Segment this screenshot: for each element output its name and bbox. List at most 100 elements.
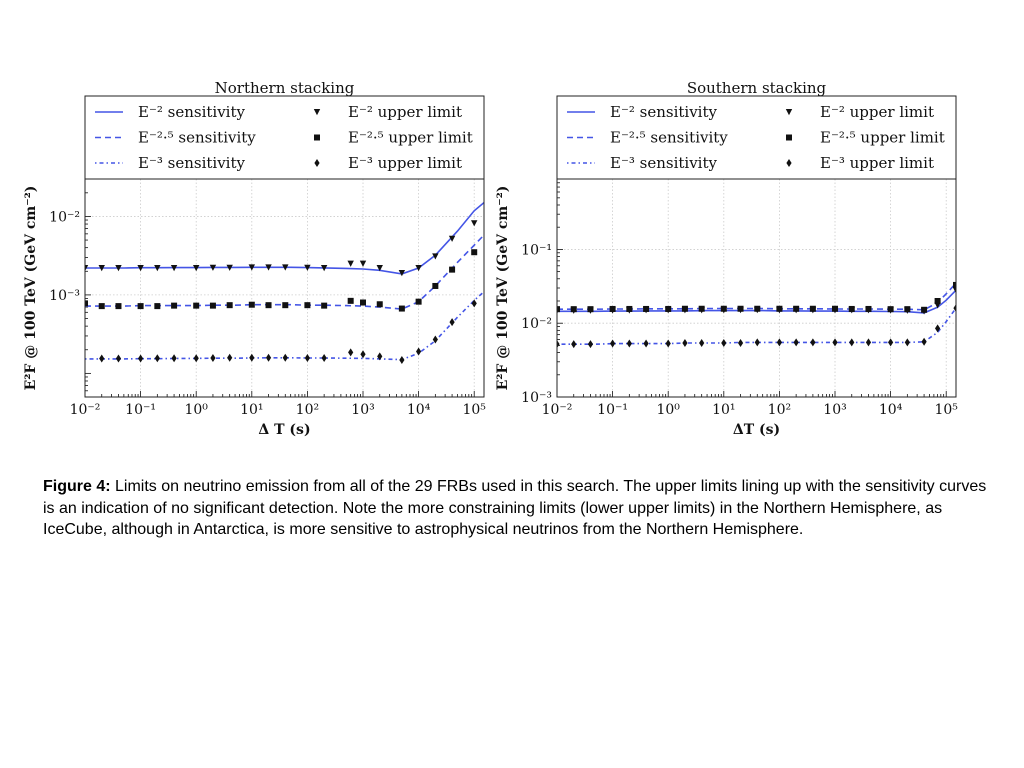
south-series-4-point: [754, 305, 761, 312]
north-series-3-point: [359, 260, 367, 267]
north-series-5-point: [321, 354, 327, 363]
north-xtick-label-1: 10⁻¹: [125, 402, 156, 418]
south-series-4-point: [953, 281, 956, 288]
south-series-3-point: [952, 287, 956, 294]
north-series-3-point: [304, 264, 311, 271]
south-series-4-point: [904, 306, 911, 313]
south-legend-marker-5: [786, 159, 792, 167]
north-series-5-point: [416, 347, 422, 356]
north-series-4-point: [137, 303, 144, 310]
south-series-5-point: [754, 338, 760, 347]
south-series-4-point: [832, 305, 839, 312]
north-series-5-point: [432, 335, 438, 344]
north-series-3-point: [85, 265, 89, 272]
north-xaxis-label: Δ T (s): [258, 422, 310, 438]
north-series-3-point: [209, 264, 217, 271]
south-legend-label-4: E⁻³ sensitivity: [610, 154, 718, 172]
north-title: Northern stacking: [215, 79, 355, 97]
south-series-5-point: [699, 338, 705, 347]
south-series-5-point: [721, 338, 727, 347]
north-series-3-point: [170, 265, 178, 272]
south-legend-label-0: E⁻² sensitivity: [610, 103, 718, 121]
south-series-4-point: [793, 305, 800, 312]
north-series-4-point: [304, 302, 311, 309]
north-legend-label-4: E⁻³ sensitivity: [138, 154, 246, 172]
south-series-5-point: [682, 338, 688, 347]
north-series-5-point: [154, 354, 160, 363]
north-grid: [84, 179, 484, 397]
north-series-line-2: [85, 291, 484, 361]
south-series-5-point: [610, 339, 616, 348]
north-series-5-point: [360, 350, 366, 359]
north-series-4-point: [432, 282, 439, 289]
north-series-line-1: [85, 234, 484, 310]
north-series-line-0: [85, 201, 484, 275]
south-series-5-point: [888, 338, 894, 347]
south-series-4-point: [720, 305, 727, 312]
south-series-line-2: [557, 307, 956, 346]
north-series-5-point: [99, 354, 105, 363]
south-xtick-label-0: 10⁻²: [542, 402, 573, 418]
south-series-5-point: [810, 338, 816, 347]
north-series-4-point: [321, 302, 328, 309]
north-series-5-point: [348, 348, 354, 357]
north-xtick-label-7: 10⁵: [462, 402, 486, 418]
north-legend-marker-1: [313, 109, 321, 116]
south-ytick-label-1: 10⁻²: [521, 316, 552, 332]
north-series-3-point: [432, 253, 439, 260]
south-legend-label-5: E⁻³ upper limit: [820, 154, 934, 172]
south-series-4-point: [587, 306, 594, 313]
south-series-4-point: [921, 306, 928, 313]
north-series-5-point: [304, 354, 311, 363]
north-series-4-point: [115, 303, 122, 310]
north-series-5-point: [282, 353, 288, 362]
south-xtick-label-4: 10²: [768, 402, 791, 418]
north-series-4-point: [471, 249, 478, 256]
north-series-3-point: [98, 265, 105, 272]
south-series-4-point: [557, 306, 560, 313]
north-xtick-label-0: 10⁻²: [70, 402, 101, 418]
figure-caption-text: Limits on neutrino emission from all of …: [43, 478, 987, 538]
south-series-5-point: [921, 337, 927, 346]
north-legend-label-1: E⁻² upper limit: [348, 103, 462, 121]
south-legend: E⁻² sensitivity E⁻² upper limit E⁻²·⁵ sens…: [567, 103, 945, 172]
figure-caption: Figure 4: Limits on neutrino emission fr…: [43, 476, 988, 541]
north-series-3-point: [193, 265, 200, 272]
south-series-4-point: [776, 305, 783, 312]
north-series-4-point: [415, 298, 422, 305]
north-xtick-label-2: 10⁰: [184, 402, 208, 418]
south-series-4-point: [681, 305, 688, 312]
south-xtick-label-5: 10³: [823, 402, 846, 418]
south-series-4-point: [665, 305, 672, 312]
north-series-4-point: [209, 302, 216, 309]
north-series-5-point: [471, 299, 477, 308]
north-yaxis-label: E²F @ 100 TeV (GeV cm⁻²): [23, 186, 39, 391]
south-legend-label-3: E⁻²·⁵ upper limit: [820, 129, 945, 147]
south-series-4-point: [865, 305, 872, 312]
south-series-5-point: [934, 324, 941, 333]
north-xtick-label-6: 10⁴: [407, 402, 431, 418]
north-data: [85, 201, 484, 365]
northern-stacking-svg: Northern stacking E⁻² sensitivity E⁻² uppe…: [23, 79, 486, 438]
north-series-3-point: [137, 265, 144, 272]
south-ytick-label-0: 10⁻³: [521, 390, 552, 406]
north-series-3-point: [115, 265, 122, 272]
north-series-3-point: [448, 235, 456, 242]
south-title: Southern stacking: [687, 79, 827, 97]
north-series-3-point: [265, 264, 272, 271]
north-series-3-point: [226, 264, 233, 271]
north-ticks: [84, 178, 475, 398]
figure-caption-label: Figure 4:: [43, 478, 111, 495]
south-series-5-point: [832, 338, 838, 347]
southern-stacking-svg: Southern stacking E⁻² sensitivity E⁻² uppe…: [495, 79, 958, 438]
south-series-4-point: [737, 305, 744, 312]
south-legend-box: [556, 95, 957, 180]
south-series-4-point: [609, 305, 616, 312]
north-series-3-point: [415, 265, 422, 272]
south-legend-marker-3: [786, 134, 792, 141]
south-series-5-point: [587, 340, 594, 349]
south-series-4-point: [570, 306, 577, 313]
north-series-5-point: [377, 352, 383, 361]
south-legend-label-2: E⁻²·⁵ sensitivity: [610, 129, 728, 147]
north-series-4-point: [376, 301, 383, 308]
